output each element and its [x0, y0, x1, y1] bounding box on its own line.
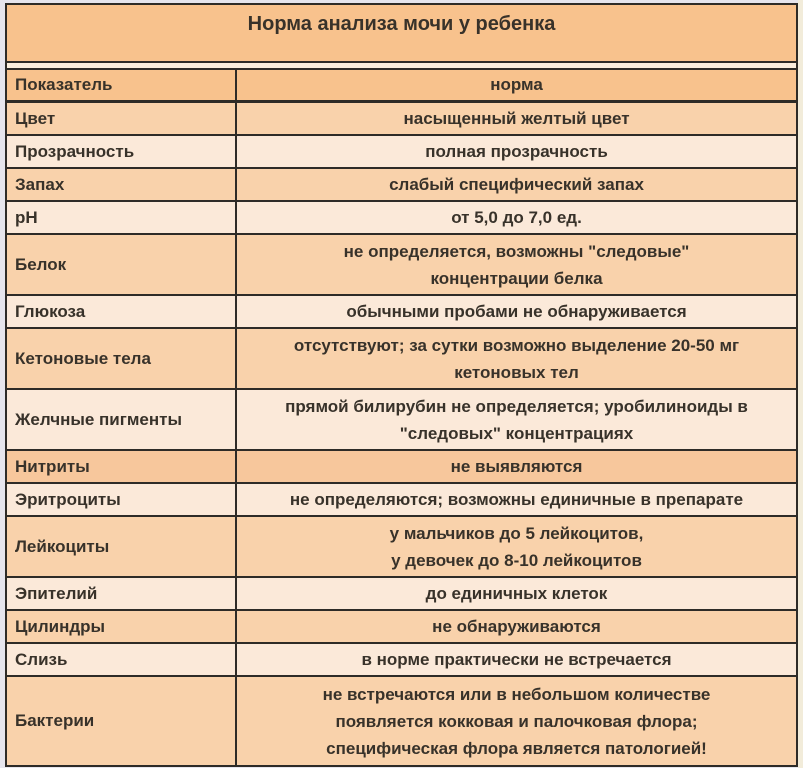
norm-cell: обычными пробами не обнаруживается	[237, 296, 796, 327]
norm-line: не выявляются	[450, 457, 583, 476]
norm-cell: от 5,0 до 7,0 ед.	[237, 202, 796, 233]
indicator-cell: Бактерии	[7, 677, 237, 765]
norm-line: полная прозрачность	[425, 142, 608, 161]
norm-line: насыщенный желтый цвет	[403, 109, 630, 128]
separator-row	[7, 61, 796, 70]
indicator-cell: Нитриты	[7, 451, 237, 482]
table-row: Белок не определяется, возможны "следовые…	[7, 233, 796, 294]
indicator-cell: Белок	[7, 235, 237, 294]
norm-line: обычными пробами не обнаруживается	[346, 302, 687, 321]
table-row: Цвет насыщенный желтый цвет	[7, 103, 796, 134]
table-row: Лейкоциты у мальчиков до 5 лейкоцитов, у д…	[7, 515, 796, 576]
norm-line: появляется кокковая и палочковая флора;	[335, 711, 698, 731]
norm-cell: не встречаются или в небольшом количеств…	[237, 677, 796, 765]
indicator-cell: pH	[7, 202, 237, 233]
indicator-cell: Эпителий	[7, 578, 237, 609]
table-row: Цилиндры не обнаруживаются	[7, 609, 796, 642]
norm-cell: у мальчиков до 5 лейкоцитов, у девочек до…	[237, 517, 796, 576]
indicator-cell: Слизь	[7, 644, 237, 675]
table-row: Слизь в норме практически не встречается	[7, 642, 796, 675]
indicator-cell: Желчные пигменты	[7, 390, 237, 449]
table-row: Нитриты не выявляются	[7, 449, 796, 482]
table-row: Эпителий до единичных клеток	[7, 576, 796, 609]
norm-line: слабый специфический запах	[389, 175, 644, 194]
norm-cell: в норме практически не встречается	[237, 644, 796, 675]
table-row: Эритроциты не определяются; возможны един…	[7, 482, 796, 515]
norm-cell: не определяются; возможны единичные в пр…	[237, 484, 796, 515]
sheet-gutter-right	[798, 0, 803, 768]
urine-analysis-table: Норма анализа мочи у ребенка Показатель …	[5, 3, 798, 767]
table-row: Кетоновые тела отсутствуют; за сутки возм…	[7, 327, 796, 388]
header-norm: норма	[490, 75, 543, 94]
header-indicator: Показатель	[7, 70, 237, 100]
norm-line: прямой билирубин не определяется; уробил…	[285, 396, 748, 416]
indicator-cell: Прозрачность	[7, 136, 237, 167]
norm-line: не определяются; возможны единичные в пр…	[289, 490, 744, 509]
norm-line: кетоновых тел	[454, 362, 579, 382]
table-row: Запах слабый специфический запах	[7, 167, 796, 200]
norm-cell: прямой билирубин не определяется; уробил…	[237, 390, 796, 449]
norm-line: не встречаются или в небольшом количеств…	[322, 684, 711, 704]
table-row: Бактерии не встречаются или в небольшом к…	[7, 675, 796, 765]
norm-cell: слабый специфический запах	[237, 169, 796, 200]
norm-cell: насыщенный желтый цвет	[237, 103, 796, 134]
indicator-cell: Эритроциты	[7, 484, 237, 515]
norm-cell: отсутствуют; за сутки возможно выделение…	[237, 329, 796, 388]
norm-line: специфическая флора является патологией!	[326, 738, 707, 758]
norm-line: не определяется, возможны "следовые"	[343, 241, 690, 261]
table-body: Цвет насыщенный желтый цвет Прозрачность по…	[7, 103, 796, 765]
indicator-cell: Лейкоциты	[7, 517, 237, 576]
indicator-cell: Кетоновые тела	[7, 329, 237, 388]
table-row: Желчные пигменты прямой билирубин не опре…	[7, 388, 796, 449]
norm-line: не обнаруживаются	[432, 617, 601, 636]
norm-cell: до единичных клеток	[237, 578, 796, 609]
norm-line: до единичных клеток	[425, 584, 608, 603]
table-header-row: Показатель норма	[7, 70, 796, 103]
indicator-cell: Цилиндры	[7, 611, 237, 642]
indicator-cell: Запах	[7, 169, 237, 200]
norm-line: у девочек до 8-10 лейкоцитов	[391, 550, 642, 570]
norm-cell: не обнаруживаются	[237, 611, 796, 642]
norm-line: у мальчиков до 5 лейкоцитов,	[389, 523, 644, 543]
table-row: Прозрачность полная прозрачность	[7, 134, 796, 167]
norm-cell: не выявляются	[237, 451, 796, 482]
indicator-cell: Глюкоза	[7, 296, 237, 327]
norm-line: в норме практически не встречается	[361, 650, 672, 669]
indicator-cell: Цвет	[7, 103, 237, 134]
table-title: Норма анализа мочи у ребенка	[7, 5, 796, 61]
table-row: pH от 5,0 до 7,0 ед.	[7, 200, 796, 233]
norm-line: отсутствуют; за сутки возможно выделение…	[293, 335, 740, 355]
norm-line: "следовых" концентрациях	[399, 423, 634, 443]
norm-line: от 5,0 до 7,0 ед.	[451, 208, 582, 227]
norm-line: концентрации белка	[430, 268, 603, 288]
table-row: Глюкоза обычными пробами не обнаруживаетс…	[7, 294, 796, 327]
norm-cell: не определяется, возможны "следовые" конц…	[237, 235, 796, 294]
norm-cell: полная прозрачность	[237, 136, 796, 167]
